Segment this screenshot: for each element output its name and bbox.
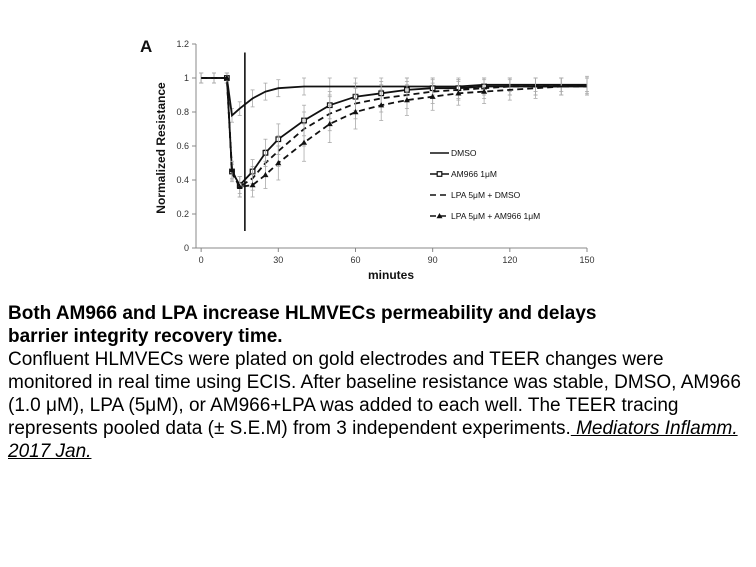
- legend: DMSO AM966 1μM LPA 5μM + DMSO LPA 5μM + AM9…: [430, 148, 540, 221]
- y-tick-label: 0.6: [176, 141, 189, 151]
- source-link[interactable]: Mediators Inflamm. 2017 Jan.: [8, 418, 738, 462]
- y-axis-title: Normalized Resistance: [154, 82, 168, 214]
- data-point: [275, 160, 282, 166]
- series-line: [201, 77, 587, 118]
- caption-body: Confluent HLMVECs were plated on gold el…: [8, 349, 741, 439]
- x-tick-label: 60: [350, 255, 360, 265]
- data-point: [403, 97, 410, 103]
- legend-label: AM966 1μM: [451, 169, 497, 179]
- y-tick-label: 1.2: [176, 39, 189, 49]
- y-tick-label: 1: [184, 73, 189, 83]
- data-point: [481, 88, 488, 94]
- data-point: [262, 171, 269, 178]
- legend-label: LPA 5μM + AM966 1μM: [451, 211, 540, 221]
- y-tick-label: 0.2: [176, 209, 189, 219]
- panel-label: A: [140, 37, 152, 56]
- legend-label: LPA 5μM + DMSO: [451, 190, 521, 200]
- y-tick-label: 0.8: [176, 107, 189, 117]
- caption-title-line-2: barrier integrity recovery time.: [8, 326, 283, 347]
- data-point: [229, 166, 236, 172]
- legend-label: DMSO: [451, 148, 477, 158]
- x-axis-title: minutes: [368, 268, 414, 282]
- legend-marker: [436, 213, 443, 219]
- caption-title-line-1: Both AM966 and LPA increase HLMVECs perm…: [8, 303, 597, 324]
- figure-caption: Both AM966 and LPA increase HLMVECs perm…: [8, 302, 753, 463]
- series-lpa-5-m-am966-1-m: [199, 72, 589, 198]
- data-point: [223, 75, 230, 81]
- axes: 0 0.2 0.4 0.6 0.8 1 1.2 0 30 60 90 120 150: [176, 39, 594, 265]
- series-group: [199, 72, 589, 198]
- legend-marker: [436, 171, 443, 177]
- x-tick-label: 0: [199, 255, 204, 265]
- x-tick-label: 90: [428, 255, 438, 265]
- data-point: [455, 90, 462, 96]
- data-point: [249, 182, 256, 188]
- series-am966-1-m: [199, 72, 589, 195]
- data-point: [378, 102, 385, 108]
- series-line: [201, 77, 588, 188]
- chart: A Normalized Resistance minutes 00.20.40…: [140, 37, 595, 282]
- data-point: [352, 109, 359, 115]
- data-point: [326, 120, 333, 127]
- figure-panel-a: A Normalized Resistance minutes 0 0.2 0.4 0…: [140, 37, 595, 282]
- x-tick-label: 150: [579, 255, 594, 265]
- y-tick-label: 0: [184, 243, 189, 253]
- x-tick-label: 120: [502, 255, 517, 265]
- data-point: [429, 93, 436, 99]
- data-point: [301, 139, 308, 145]
- data-point: [236, 183, 243, 189]
- y-tick-label: 0.4: [176, 175, 189, 185]
- x-tick-label: 30: [273, 255, 283, 265]
- series-line: [201, 77, 587, 189]
